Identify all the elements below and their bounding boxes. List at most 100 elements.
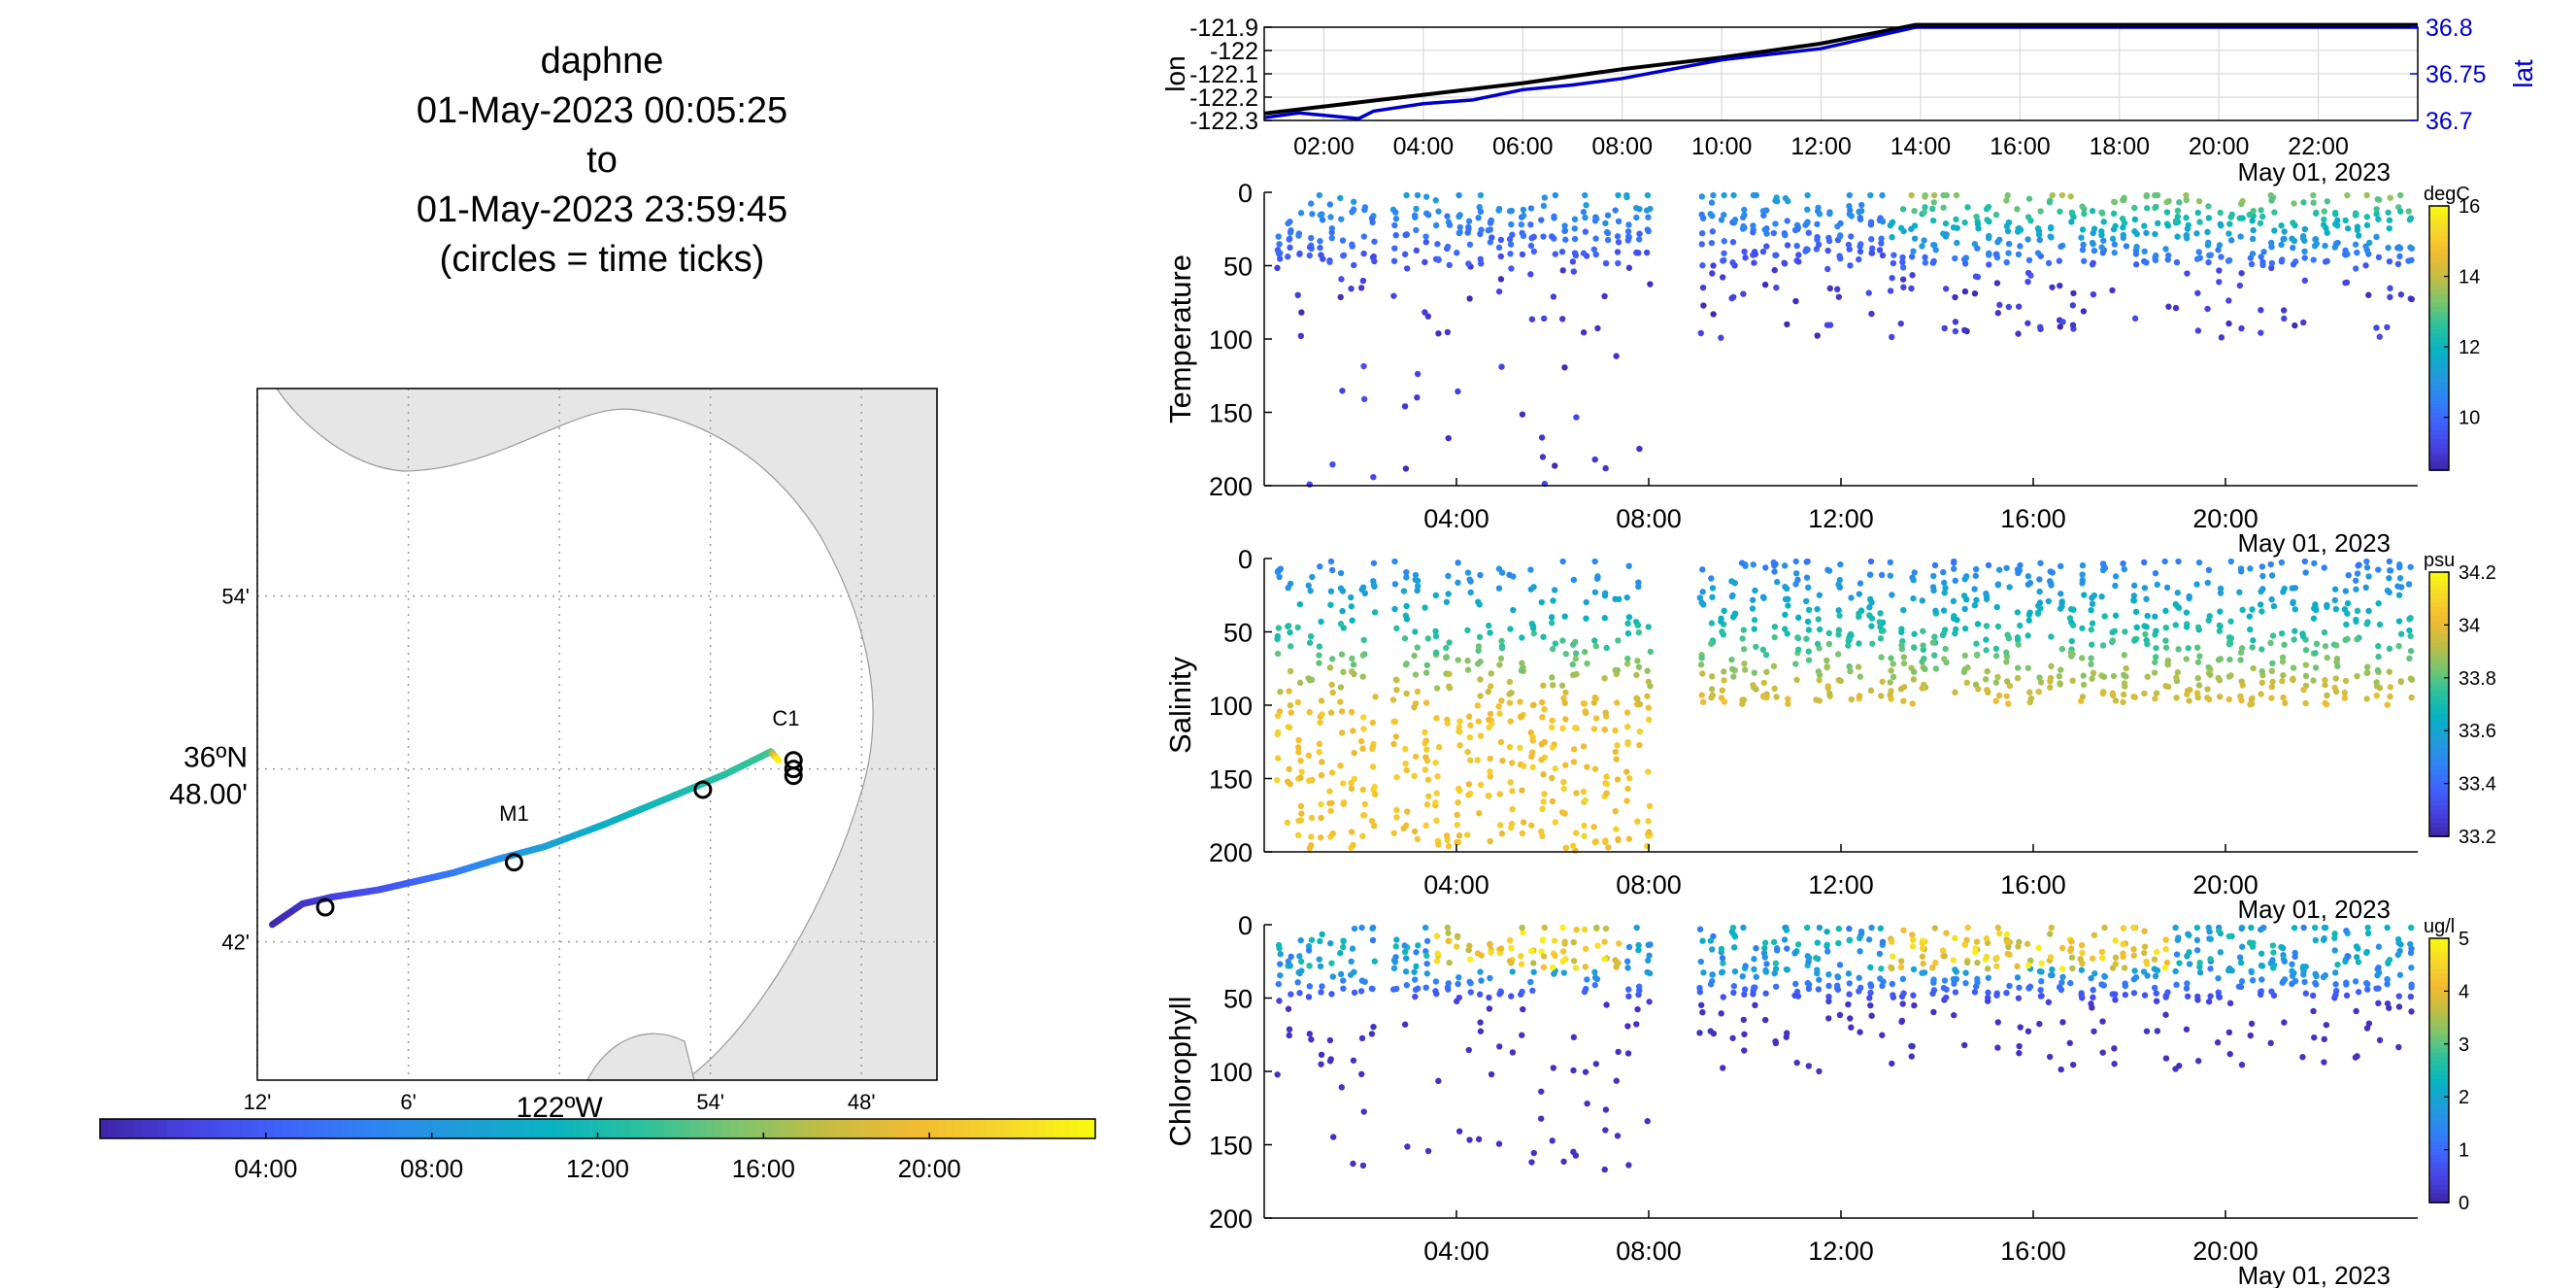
chlorophyll-data-point xyxy=(2091,1028,2097,1034)
salinity-data-point xyxy=(1866,571,1874,578)
temperature-data-point xyxy=(1636,445,1643,453)
chlorophyll-data-point xyxy=(1645,941,1652,949)
salinity-data-point xyxy=(1719,628,1725,635)
salinity-data-point xyxy=(1393,806,1400,814)
temperature-data-point xyxy=(1530,233,1537,241)
salinity-data-point xyxy=(2058,645,2066,653)
chlorophyll-data-point xyxy=(2239,943,2246,950)
salinity-data-point xyxy=(1284,819,1291,827)
temperature-data-point xyxy=(1558,249,1566,255)
salinity-data-point xyxy=(1975,686,1982,693)
salinity-data-point xyxy=(2281,641,2288,648)
temperature-data-point xyxy=(2067,193,2074,200)
chlorophyll-data-point xyxy=(1943,930,1950,936)
temperature-colorbar-cell xyxy=(2429,320,2449,326)
salinity-data-point xyxy=(1973,596,1980,603)
chlorophyll-data-point xyxy=(1825,1015,1832,1022)
salinity-data-point xyxy=(1538,757,1545,763)
chlorophyll-data-point xyxy=(1592,1061,1600,1068)
temperature-data-point xyxy=(2290,220,2296,226)
salinity-data-point xyxy=(1414,835,1422,843)
temperature-data-point xyxy=(2313,209,2320,217)
salinity-colorbar-cell xyxy=(2429,585,2449,591)
temperature-data-point xyxy=(2217,209,2224,217)
chlorophyll-data-point xyxy=(2396,971,2404,978)
temperature-data-point xyxy=(2396,253,2403,260)
chlorophyll-colorbar-cell xyxy=(2429,1101,2449,1107)
temperature-colorbar-tick-label: 12 xyxy=(2459,337,2480,358)
temperature-data-point xyxy=(2363,214,2370,220)
salinity-colorbar-cell xyxy=(2429,611,2449,618)
temperature-data-point xyxy=(1952,254,1958,262)
temperature-data-point xyxy=(1454,250,1460,256)
salinity-colorbar-cell xyxy=(2429,695,2449,701)
salinity-data-point xyxy=(2003,649,2010,656)
chlorophyll-data-point xyxy=(2078,941,2086,949)
temperature-data-point xyxy=(2250,207,2257,215)
salinity-colorbar-cell xyxy=(2429,757,2449,763)
temperature-ytick-label: 200 xyxy=(1209,472,1253,501)
temperature-data-point xyxy=(2225,256,2233,264)
chlorophyll-data-point xyxy=(1846,991,1853,998)
salinity-data-point xyxy=(1824,683,1831,690)
salinity-data-point xyxy=(1879,678,1886,685)
temperature-data-point xyxy=(1444,328,1452,336)
lon-lat-plot: -121.9-122-122.1-122.2-122.336.836.7536.… xyxy=(1160,15,2538,186)
chlorophyll-colorbar-cell xyxy=(2429,1052,2449,1059)
chlorophyll-bg xyxy=(1264,925,2418,1218)
salinity-data-point xyxy=(2397,678,2404,686)
salinity-data-point xyxy=(1360,636,1367,644)
colorbar-cell xyxy=(929,1119,939,1138)
temperature-data-point xyxy=(2310,256,2317,263)
temperature-data-point xyxy=(1456,228,1463,236)
chlorophyll-data-point xyxy=(1581,988,1589,996)
salinity-colorbar-cell xyxy=(2429,660,2449,665)
chlorophyll-data-point xyxy=(1496,1043,1503,1050)
salinity-data-point xyxy=(1392,733,1399,740)
salinity-data-point xyxy=(1486,716,1492,724)
temperature-data-point xyxy=(1771,266,1778,274)
salinity-data-point xyxy=(2195,559,2203,566)
colorbar-cell xyxy=(780,1119,789,1138)
temperature-data-point xyxy=(1369,219,1376,226)
temperature-data-point xyxy=(1971,289,1979,297)
salinity-data-point xyxy=(1337,684,1345,691)
salinity-data-point xyxy=(2299,632,2307,640)
temperature-data-point xyxy=(1865,289,1872,296)
salinity-data-point xyxy=(1538,598,1545,606)
salinity-data-point xyxy=(1317,719,1323,727)
salinity-data-point xyxy=(2152,569,2159,577)
salinity-data-point xyxy=(1328,656,1336,662)
temperature-data-point xyxy=(1583,202,1589,209)
salinity-data-point xyxy=(1709,585,1717,592)
chlorophyll-data-point xyxy=(1295,968,1302,976)
temperature-data-point xyxy=(2322,242,2328,250)
temperature-data-point xyxy=(2195,249,2202,255)
salinity-data-point xyxy=(1318,800,1324,808)
temperature-data-point xyxy=(1466,241,1474,248)
chlorophyll-data-point xyxy=(1825,970,1832,978)
salinity-data-point xyxy=(1530,629,1537,637)
chlorophyll-data-point xyxy=(2364,924,2371,932)
temperature-data-point xyxy=(1328,234,1335,242)
chlorophyll-data-point xyxy=(1877,925,1885,932)
chlorophyll-data-point xyxy=(2057,986,2065,994)
colorbar-cell xyxy=(738,1119,749,1138)
salinity-data-point xyxy=(1527,586,1534,593)
salinity-data-point xyxy=(2386,668,2393,675)
colorbar-cell xyxy=(190,1119,201,1138)
chlorophyll-data-point xyxy=(1551,970,1557,977)
salinity-data-point xyxy=(1541,706,1548,713)
salinity-data-point xyxy=(2152,695,2158,702)
salinity-data-point xyxy=(1507,779,1514,786)
lonlat-xtick-label: 20:00 xyxy=(2189,133,2250,160)
salinity-data-point xyxy=(1298,810,1305,817)
salinity-data-point xyxy=(2141,559,2148,566)
colorbar-cell xyxy=(489,1119,499,1138)
temperature-data-point xyxy=(2344,225,2352,232)
salinity-colorbar-cell xyxy=(2429,818,2449,825)
temperature-bg xyxy=(1264,192,2418,486)
chlorophyll-data-point xyxy=(2354,954,2360,961)
salinity-data-point xyxy=(1495,585,1503,592)
salinity-data-point xyxy=(1878,571,1886,579)
